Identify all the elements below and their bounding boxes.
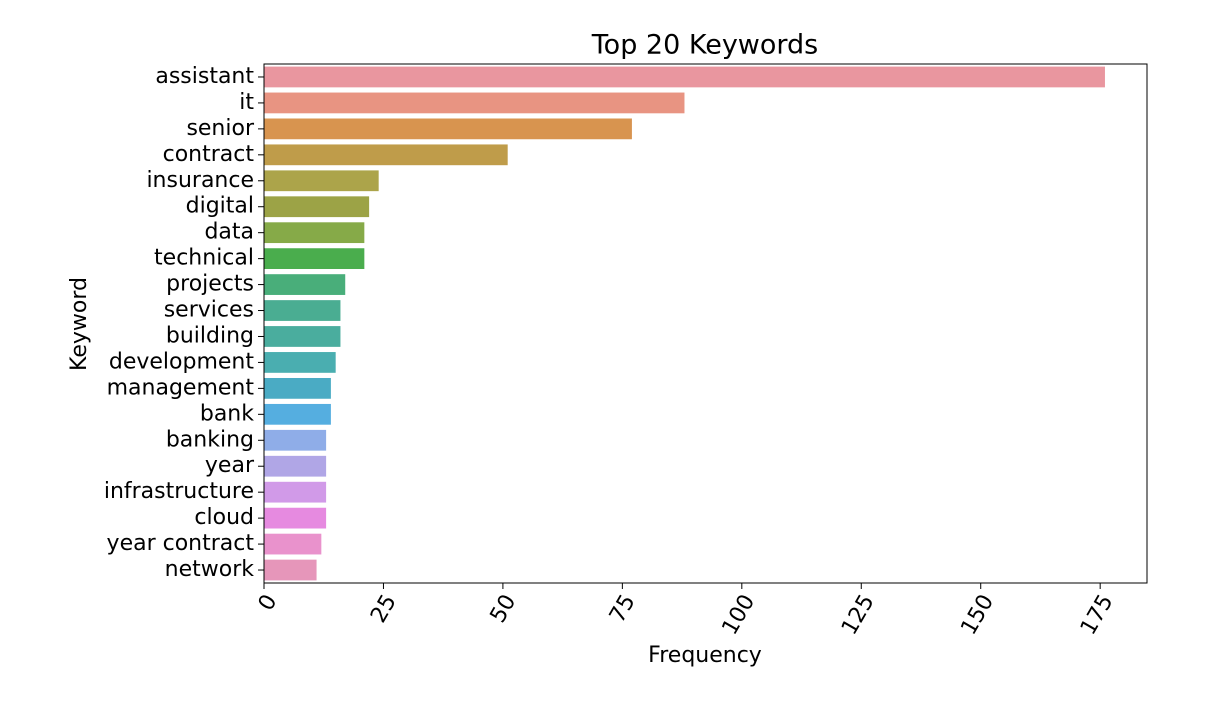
y-tick-label: assistant <box>155 64 254 89</box>
y-tick-label: building <box>166 323 254 348</box>
bar <box>264 248 365 270</box>
y-tick-label: cloud <box>194 505 254 530</box>
x-tick-label: 0 <box>254 591 283 616</box>
bar <box>264 403 331 425</box>
y-tick-label: services <box>164 298 254 323</box>
x-axis-label: Frequency <box>648 643 762 668</box>
bar <box>264 352 336 373</box>
y-tick-label: senior <box>186 116 255 141</box>
y-tick-label: data <box>204 220 254 245</box>
y-tick-label: infrastructure <box>104 479 254 504</box>
x-tick-label: 25 <box>366 591 402 628</box>
bar <box>264 222 365 244</box>
bar <box>264 481 327 503</box>
bar <box>264 170 379 192</box>
y-axis-label: Keyword <box>67 277 92 371</box>
y-tick-label: digital <box>186 194 254 219</box>
bar <box>264 507 327 529</box>
y-tick-label: year contract <box>107 531 255 556</box>
bar <box>264 559 317 581</box>
y-tick-label: management <box>107 375 255 400</box>
chart-title: Top 20 Keywords <box>591 30 818 61</box>
y-tick-label: bank <box>200 401 254 426</box>
bar <box>264 118 632 140</box>
y-tick-label: development <box>109 349 255 374</box>
bar <box>264 196 370 218</box>
x-tick-label: 100 <box>718 591 761 640</box>
x-tick-label: 150 <box>956 590 999 639</box>
bar <box>264 326 341 347</box>
bar <box>264 66 1105 88</box>
bar <box>264 429 327 451</box>
x-tick-label: 50 <box>486 591 522 628</box>
y-tick-label: it <box>239 90 254 115</box>
y-tick-label: contract <box>163 142 255 167</box>
bar <box>264 144 508 166</box>
y-tick-label: year <box>205 453 255 478</box>
x-tick-label: 175 <box>1076 591 1119 640</box>
plot-frame <box>263 63 1148 584</box>
x-tick-label: 75 <box>605 591 641 628</box>
y-tick-label: projects <box>166 272 254 297</box>
bar <box>264 455 327 477</box>
bar <box>264 533 322 555</box>
y-tick-label: banking <box>166 427 254 452</box>
x-tick-label: 125 <box>837 591 880 640</box>
y-tick-label: network <box>165 557 255 582</box>
y-tick-label: insurance <box>146 168 254 193</box>
bar <box>264 92 685 114</box>
bar <box>264 274 346 295</box>
bar <box>264 300 341 321</box>
bar <box>264 377 331 399</box>
y-tick-label: technical <box>154 246 254 271</box>
